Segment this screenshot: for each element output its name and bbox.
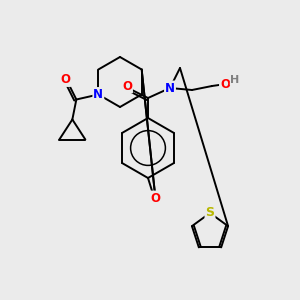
Text: O: O	[122, 80, 132, 92]
Text: O: O	[220, 79, 230, 92]
Text: O: O	[150, 191, 160, 205]
Text: S: S	[206, 206, 214, 218]
Text: H: H	[230, 75, 240, 85]
Text: N: N	[165, 82, 175, 94]
Text: N: N	[93, 88, 103, 101]
Text: O: O	[60, 73, 70, 86]
